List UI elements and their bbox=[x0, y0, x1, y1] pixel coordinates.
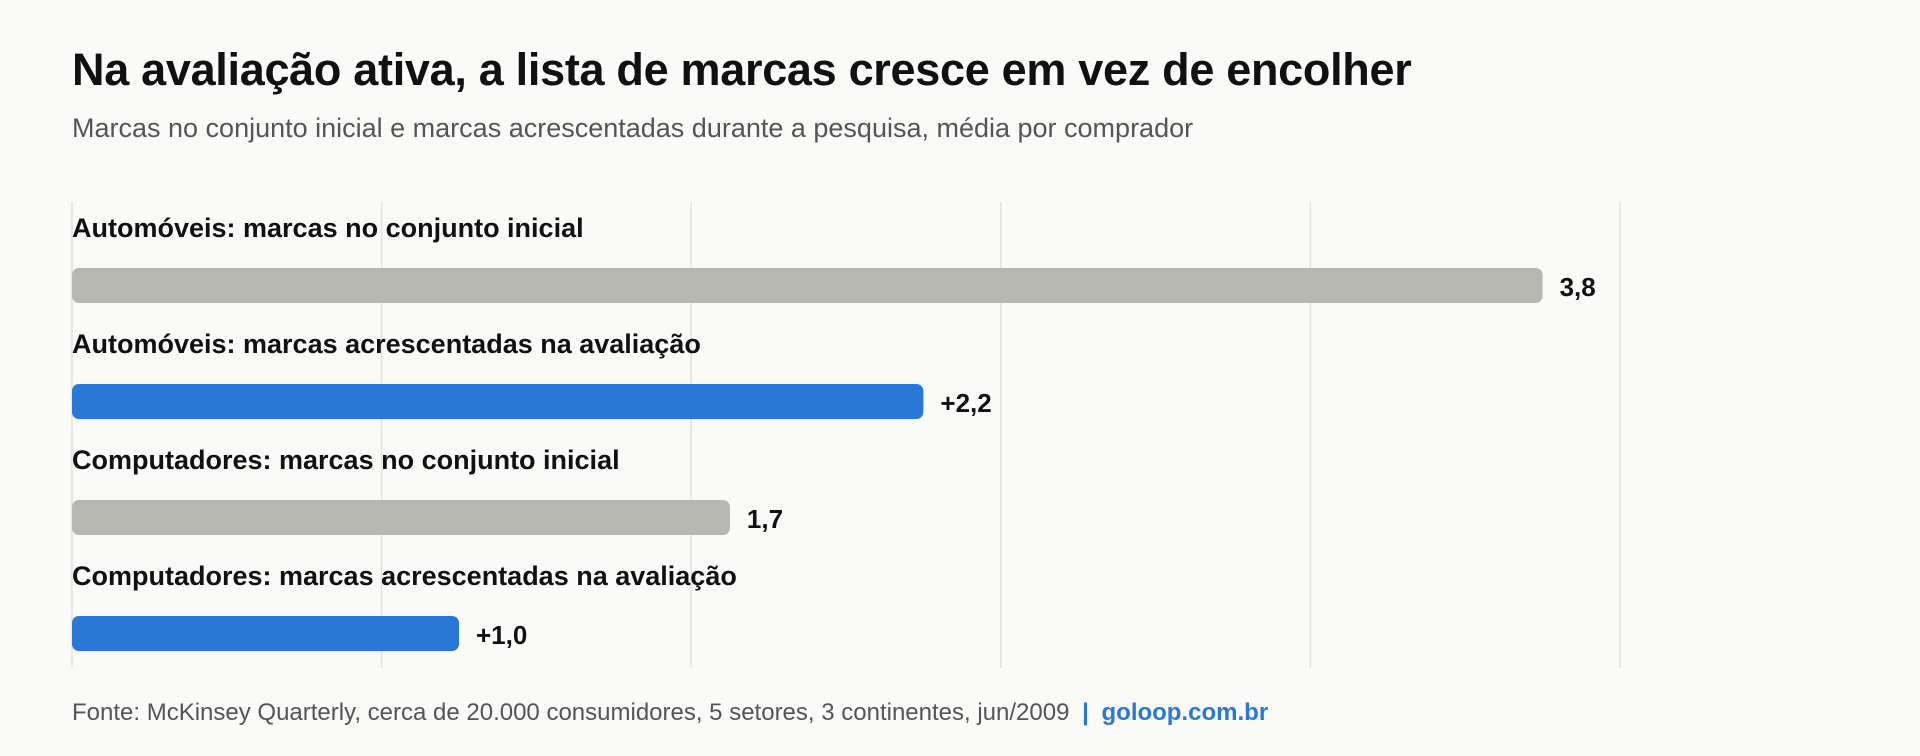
bar bbox=[72, 500, 730, 535]
category-label: Automóveis: marcas acrescentadas na aval… bbox=[72, 329, 701, 359]
value-label: +1,0 bbox=[476, 620, 527, 650]
chart-subtitle: Marcas no conjunto inicial e marcas acre… bbox=[72, 113, 1194, 143]
value-label: 3,8 bbox=[1560, 272, 1596, 302]
category-label: Automóveis: marcas no conjunto inicial bbox=[72, 213, 584, 243]
bar bbox=[72, 268, 1543, 303]
bar bbox=[72, 616, 459, 651]
category-label: Computadores: marcas no conjunto inicial bbox=[72, 445, 620, 475]
source-note: Fonte: McKinsey Quarterly, cerca de 20.0… bbox=[72, 699, 1070, 726]
category-label: Computadores: marcas acrescentadas na av… bbox=[72, 561, 737, 591]
site-link[interactable]: goloop.com.br bbox=[1101, 699, 1269, 726]
chart-title: Na avaliação ativa, a lista de marcas cr… bbox=[72, 44, 1412, 95]
value-label: +2,2 bbox=[940, 388, 991, 418]
footer: Fonte: McKinsey Quarterly, cerca de 20.0… bbox=[72, 699, 1268, 727]
value-label: 1,7 bbox=[747, 504, 783, 534]
bar bbox=[72, 384, 924, 419]
footer-separator: | bbox=[1082, 699, 1089, 726]
bar-chart: Automóveis: marcas no conjunto inicial 3,… bbox=[71, 202, 1621, 668]
